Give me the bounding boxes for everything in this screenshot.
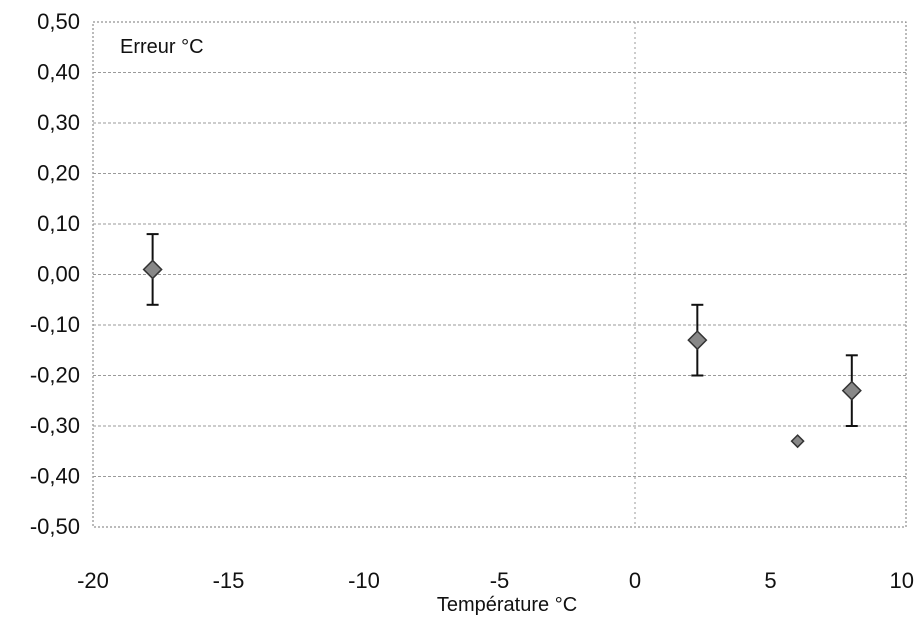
x-tick-label: 10 [890,568,914,593]
y-tick-label: 0,00 [37,262,80,287]
data-point [142,259,163,280]
data-point [687,330,708,351]
x-tick-label: -15 [213,568,245,593]
x-axis-label: Température °C [437,594,577,616]
data-points [142,233,862,449]
y-tick-label: -0,50 [30,514,80,539]
x-tick-label: 5 [764,568,776,593]
data-point [790,434,805,449]
x-tick-label: -10 [348,568,380,593]
y-tick-label: -0,40 [30,464,80,489]
y-tick-label: -0,20 [30,363,80,388]
x-tick-label: 0 [629,568,641,593]
grid-lines [93,22,906,527]
x-tick-label: -20 [77,568,109,593]
y-tick-label: -0,10 [30,312,80,337]
y-tick-labels: 0,50 0,40 0,30 0,20 0,10 0,00 -0,10 -0,20 -0,30 -… [30,9,80,539]
x-tick-labels: -20 -15 -10 -5 0 5 10 [77,568,914,593]
y-tick-label: 0,40 [37,60,80,85]
y-tick-label: 0,50 [37,9,80,34]
data-point [841,380,862,401]
y-tick-label: 0,30 [37,110,80,135]
x-tick-label: -5 [490,568,510,593]
y-tick-label: 0,20 [37,161,80,186]
y-tick-label: 0,10 [37,211,80,236]
chart-title: Erreur °C [120,36,204,58]
y-tick-label: -0,30 [30,413,80,438]
